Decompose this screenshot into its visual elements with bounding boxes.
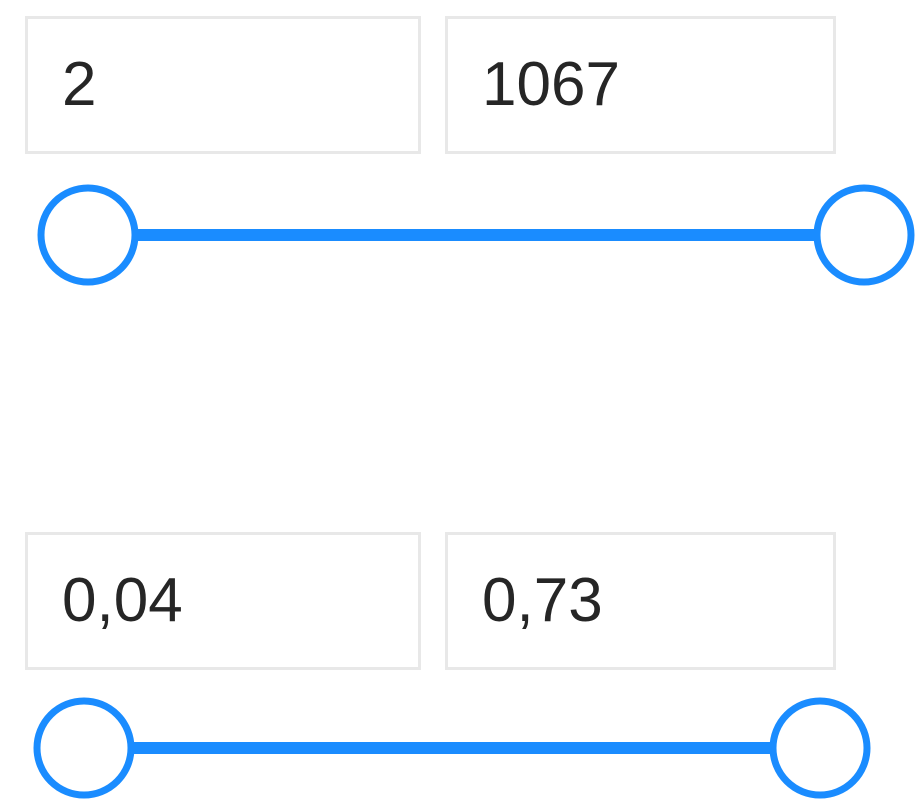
- min-input[interactable]: 0,04: [25, 532, 421, 670]
- min-input[interactable]: 2: [25, 16, 421, 154]
- slider-handle[interactable]: [33, 697, 135, 799]
- slider-handle[interactable]: [813, 184, 915, 286]
- max-input[interactable]: 0,73: [445, 532, 836, 670]
- max-input[interactable]: 1067: [445, 16, 836, 154]
- slider-handle[interactable]: [37, 184, 139, 286]
- slider-handle[interactable]: [769, 697, 871, 799]
